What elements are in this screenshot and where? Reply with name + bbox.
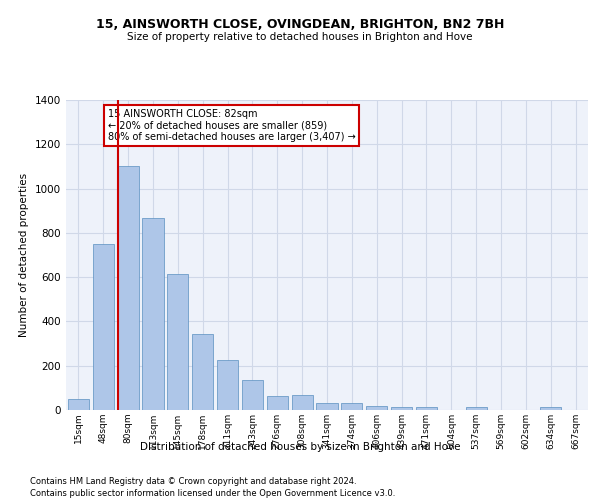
Bar <box>217 360 238 410</box>
Bar <box>292 394 313 410</box>
Bar <box>267 396 288 410</box>
Text: Contains HM Land Registry data © Crown copyright and database right 2024.: Contains HM Land Registry data © Crown c… <box>30 478 356 486</box>
Bar <box>68 399 89 410</box>
Text: 15 AINSWORTH CLOSE: 82sqm
← 20% of detached houses are smaller (859)
80% of semi: 15 AINSWORTH CLOSE: 82sqm ← 20% of detac… <box>108 110 356 142</box>
Bar <box>167 274 188 410</box>
Bar <box>366 406 387 410</box>
Bar <box>192 334 213 410</box>
Bar <box>142 218 164 410</box>
Bar <box>416 406 437 410</box>
Bar <box>466 408 487 410</box>
Bar <box>118 166 139 410</box>
Text: Distribution of detached houses by size in Brighton and Hove: Distribution of detached houses by size … <box>140 442 460 452</box>
Bar <box>93 244 114 410</box>
Y-axis label: Number of detached properties: Number of detached properties <box>19 173 29 337</box>
Bar <box>316 404 338 410</box>
Bar <box>341 404 362 410</box>
Bar <box>540 408 561 410</box>
Bar <box>391 406 412 410</box>
Text: 15, AINSWORTH CLOSE, OVINGDEAN, BRIGHTON, BN2 7BH: 15, AINSWORTH CLOSE, OVINGDEAN, BRIGHTON… <box>96 18 504 30</box>
Bar <box>242 380 263 410</box>
Text: Size of property relative to detached houses in Brighton and Hove: Size of property relative to detached ho… <box>127 32 473 42</box>
Text: Contains public sector information licensed under the Open Government Licence v3: Contains public sector information licen… <box>30 489 395 498</box>
